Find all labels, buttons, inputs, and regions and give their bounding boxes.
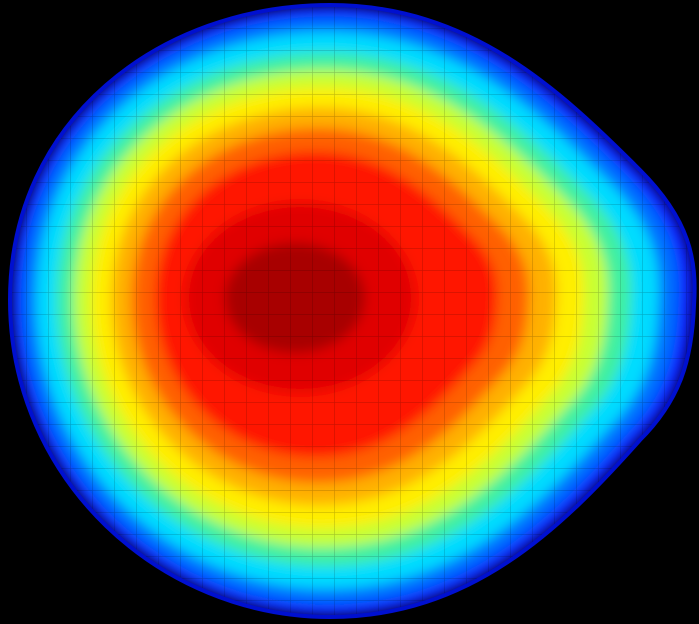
density-image bbox=[8, 3, 697, 619]
page: Pear-shaped density map {} html, body { … bbox=[8, 3, 697, 619]
body bbox=[8, 3, 697, 619]
